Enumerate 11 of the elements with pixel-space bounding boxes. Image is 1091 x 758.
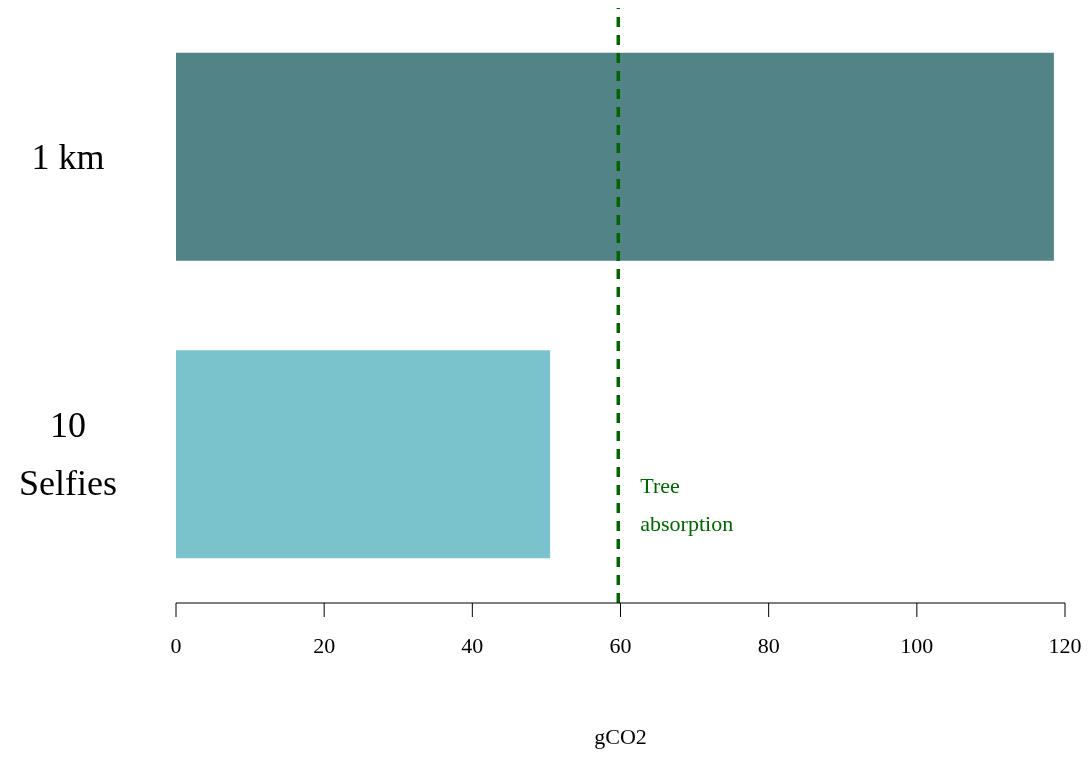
y-tick-label: 1 km [31, 136, 105, 177]
ref-line-label: Tree absorption [640, 473, 734, 536]
x-tick-label: 40 [461, 632, 484, 658]
x-axis-title: gCO2 [594, 724, 647, 749]
x-tick-label: 80 [757, 632, 780, 658]
x-tick-label: 120 [1048, 632, 1082, 658]
x-tick-label: 100 [900, 632, 934, 658]
y-tick-label: 10 Selfies [19, 405, 117, 504]
x-tick-label: 20 [313, 632, 336, 658]
x-tick-label: 0 [170, 632, 182, 658]
x-tick-label: 60 [609, 632, 632, 658]
